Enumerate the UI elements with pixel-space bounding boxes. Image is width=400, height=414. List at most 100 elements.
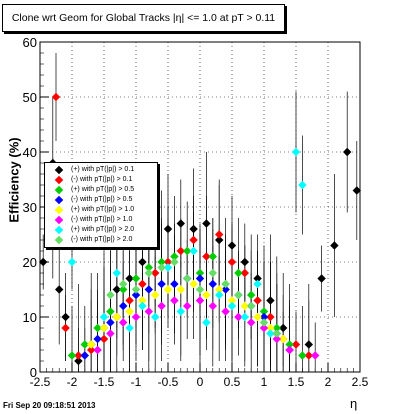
data-point <box>208 252 217 261</box>
data-point <box>208 279 217 289</box>
data-point <box>202 290 211 300</box>
legend-label: (+) with pT(|p|) > 0.1 <box>71 166 135 173</box>
data-point <box>195 296 205 305</box>
chart-title: Clone wrt Geom for Global Tracks |η| <= … <box>2 4 285 32</box>
data-point <box>176 219 185 228</box>
data-point <box>317 274 326 283</box>
data-point <box>253 279 262 289</box>
data-point <box>279 334 288 344</box>
data-point <box>195 268 205 278</box>
data-point <box>106 318 115 327</box>
legend-label: (+) with pT(|p|) > 0.5 <box>71 186 135 193</box>
data-point <box>240 312 249 322</box>
data-point <box>202 252 211 261</box>
data-point <box>170 296 179 305</box>
legend-entry: (-) with pT(|p|) > 2.0 <box>45 235 157 245</box>
data-point <box>240 301 249 311</box>
legend-entry: (-) with pT(|p|) > 1.0 <box>45 215 157 225</box>
data-point <box>176 246 185 256</box>
data-point <box>240 257 249 267</box>
data-point <box>227 301 237 311</box>
data-point <box>253 296 262 305</box>
data-point <box>272 329 281 338</box>
data-point <box>189 235 198 245</box>
data-point <box>304 340 313 349</box>
data-point <box>266 323 275 333</box>
data-point <box>343 147 352 157</box>
data-point <box>131 312 141 322</box>
data-point <box>157 301 166 311</box>
y-tick-label: 30 <box>23 200 37 215</box>
data-point <box>138 296 147 305</box>
legend-entry: (-) with pT(|p|) > 0.5 <box>45 195 157 205</box>
data-point <box>215 290 224 300</box>
data-point <box>234 268 243 278</box>
legend-label: (-) with pT(|p|) > 0.5 <box>71 196 133 203</box>
y-tick-label: 0 <box>30 365 37 380</box>
data-point <box>330 241 339 250</box>
data-point <box>183 301 192 311</box>
data-point <box>163 285 173 294</box>
data-point <box>138 279 147 289</box>
data-point <box>298 351 307 360</box>
data-point <box>285 340 294 349</box>
legend-marker <box>54 225 64 235</box>
legend-marker <box>54 215 64 225</box>
x-tick-label: -2 <box>67 375 78 389</box>
x-axis-label: η <box>350 396 358 411</box>
data-point <box>215 285 224 294</box>
data-point <box>234 312 243 322</box>
data-point <box>119 301 128 311</box>
legend: (+) with pT(|p|) > 0.1 (-) with pT(|p|) >… <box>44 162 158 248</box>
y-tick-label: 10 <box>23 310 37 325</box>
data-point <box>221 285 230 294</box>
data-point <box>189 246 198 256</box>
data-point <box>157 257 166 267</box>
data-point <box>163 257 173 267</box>
data-point <box>176 307 185 316</box>
data-point <box>221 279 230 289</box>
legend-marker <box>54 185 64 195</box>
data-point <box>285 345 294 355</box>
legend-marker <box>54 195 64 205</box>
data-point <box>183 274 192 283</box>
data-point <box>266 329 275 338</box>
data-point <box>106 290 115 300</box>
data-point <box>208 301 217 311</box>
legend-entry: (+) with pT(|p|) > 1.0 <box>45 205 157 215</box>
x-tick-label: -2.5 <box>30 375 51 389</box>
data-points <box>39 92 361 366</box>
data-point <box>131 274 141 283</box>
data-point <box>112 268 121 278</box>
data-point <box>99 312 109 322</box>
data-point <box>61 323 70 333</box>
data-point <box>80 340 89 349</box>
data-point <box>227 257 237 267</box>
data-point <box>189 224 198 234</box>
data-point <box>202 318 211 327</box>
legend-entry: (-) with pT(|p|) > 0.1 <box>45 175 157 185</box>
data-point <box>87 345 96 355</box>
data-point <box>144 307 153 316</box>
data-point <box>138 301 147 311</box>
data-point <box>119 279 128 289</box>
axes: -2.5 -2 -1.5 -1 -0.5 0 0.5 1 1.5 2 2.5 0 10 20 30 40 50 6… <box>23 35 369 389</box>
data-point <box>125 296 134 305</box>
data-point <box>304 351 313 360</box>
data-point <box>183 246 192 256</box>
data-point <box>157 279 166 289</box>
data-point <box>74 356 83 366</box>
data-point <box>144 268 153 278</box>
data-point <box>221 307 230 316</box>
data-point <box>253 312 262 322</box>
data-point <box>151 312 160 322</box>
data-point <box>74 351 83 360</box>
data-point <box>208 268 217 278</box>
data-point <box>215 230 224 239</box>
data-point <box>93 334 102 344</box>
legend-marker <box>54 175 64 185</box>
legend-label: (-) with pT(|p|) > 2.0 <box>71 236 133 243</box>
data-point <box>80 351 89 360</box>
data-point <box>247 301 256 311</box>
legend-label: (-) with pT(|p|) > 1.0 <box>71 216 133 223</box>
